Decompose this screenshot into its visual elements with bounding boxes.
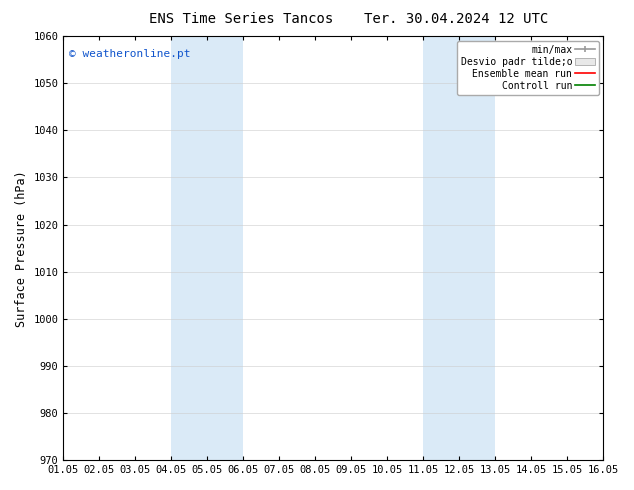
Text: © weatheronline.pt: © weatheronline.pt [69,49,190,59]
Legend: min/max, Desvio padr tilde;o, Ensemble mean run, Controll run: min/max, Desvio padr tilde;o, Ensemble m… [456,41,598,95]
Text: ENS Time Series Tancos: ENS Time Series Tancos [149,12,333,26]
Bar [424,36,495,460]
Bar [171,36,243,460]
Y-axis label: Surface Pressure (hPa): Surface Pressure (hPa) [15,170,28,326]
Text: Ter. 30.04.2024 12 UTC: Ter. 30.04.2024 12 UTC [365,12,548,26]
